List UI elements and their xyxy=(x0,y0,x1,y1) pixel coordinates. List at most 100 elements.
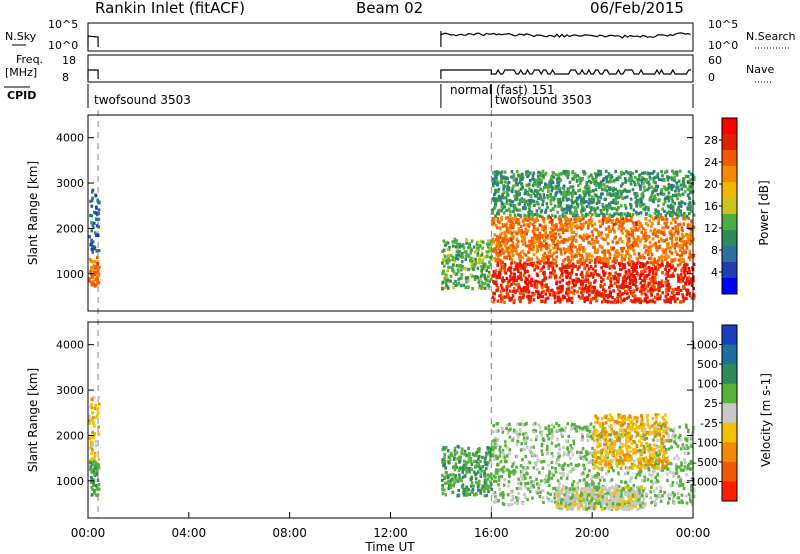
echo-cell xyxy=(588,179,591,183)
echo-cell xyxy=(520,442,523,446)
echo-cell xyxy=(631,171,635,176)
echo-cell xyxy=(88,257,92,261)
echo-cell xyxy=(536,260,539,264)
echo-cell xyxy=(491,447,495,451)
echo-cell xyxy=(645,274,649,278)
echo-cell xyxy=(541,189,545,193)
echo-cell xyxy=(636,244,640,248)
echo-cell xyxy=(673,440,676,444)
echo-cell xyxy=(583,208,587,212)
echo-cell xyxy=(627,274,630,278)
echo-cell xyxy=(571,177,574,181)
echo-cell xyxy=(688,187,692,191)
echo-cell xyxy=(604,293,608,298)
echo-cell xyxy=(673,175,676,179)
echo-cell xyxy=(572,466,576,471)
echo-cell xyxy=(643,268,646,272)
echo-cell xyxy=(514,180,518,184)
echo-cell xyxy=(530,283,533,288)
echo-cell xyxy=(519,258,522,262)
echo-cell xyxy=(625,289,628,293)
echo-cell xyxy=(470,239,474,243)
echo-cell xyxy=(453,456,456,460)
echo-cell xyxy=(535,454,539,458)
echo-cell xyxy=(616,299,620,304)
echo-cell xyxy=(527,210,530,214)
echo-cell xyxy=(454,451,457,455)
echo-cell xyxy=(496,462,500,466)
echo-cell xyxy=(659,489,662,493)
echo-cell xyxy=(496,438,500,442)
echo-cell xyxy=(545,202,549,206)
echo-cell xyxy=(684,460,687,465)
echo-cell xyxy=(456,479,460,483)
echo-cell xyxy=(549,248,552,252)
echo-cell xyxy=(555,225,558,229)
echo-cell xyxy=(512,178,516,182)
echo-cell xyxy=(548,262,552,266)
echo-cell xyxy=(529,486,533,490)
echo-cell xyxy=(450,266,454,270)
echo-cell xyxy=(588,284,592,288)
echo-cell xyxy=(578,225,582,230)
echo-cell xyxy=(470,266,473,270)
echo-cell xyxy=(523,422,527,427)
echo-cell xyxy=(590,195,594,199)
echo-cell xyxy=(587,240,591,244)
echo-cell xyxy=(503,300,506,305)
echo-cell xyxy=(667,246,671,250)
echo-cell xyxy=(493,292,497,296)
echo-cell xyxy=(549,275,553,279)
echo-cell xyxy=(468,470,471,474)
echo-cell xyxy=(670,251,674,255)
echo-cell xyxy=(660,230,663,234)
echo-cell xyxy=(570,227,573,231)
echo-cell xyxy=(552,198,556,202)
echo-cell xyxy=(656,172,660,176)
echo-cell xyxy=(599,293,603,298)
echo-cell xyxy=(504,249,507,253)
echo-cell xyxy=(462,459,466,463)
echo-cell xyxy=(97,402,101,406)
echo-cell xyxy=(488,273,491,277)
echo-cell xyxy=(91,260,94,264)
echo-cell xyxy=(495,251,499,255)
echo-cell xyxy=(540,267,544,271)
echo-cell xyxy=(523,492,526,497)
echo-cell xyxy=(587,289,591,293)
echo-cell xyxy=(584,274,588,279)
echo-cell xyxy=(532,422,535,427)
echo-cell xyxy=(523,252,526,256)
echo-cell xyxy=(486,477,490,481)
echo-cell xyxy=(446,449,450,453)
echo-cell xyxy=(451,255,455,259)
echo-cell xyxy=(443,475,447,479)
echo-cell xyxy=(566,172,570,176)
echo-cell xyxy=(563,269,567,274)
echo-cell xyxy=(615,431,618,435)
echo-cell xyxy=(480,253,484,257)
echo-cell xyxy=(585,270,589,274)
echo-cell xyxy=(584,234,587,238)
echo-cell xyxy=(510,200,514,204)
echo-cell xyxy=(589,458,592,463)
echo-cell xyxy=(519,271,523,275)
nsearch-tick-low: 10^0 xyxy=(708,39,738,52)
echo-cell xyxy=(546,479,550,483)
echo-cell xyxy=(497,245,501,250)
echo-cell xyxy=(523,199,527,203)
echo-cell xyxy=(667,288,671,292)
echo-cell xyxy=(569,243,572,247)
echo-cell xyxy=(589,207,593,211)
echo-cell xyxy=(541,244,545,248)
echo-cell xyxy=(513,469,516,473)
echo-cell xyxy=(618,285,622,289)
echo-cell xyxy=(565,275,569,279)
echo-cell xyxy=(670,210,674,214)
echo-cell xyxy=(595,228,598,232)
echo-cell xyxy=(627,272,631,276)
echo-cell xyxy=(614,281,617,285)
echo-cell xyxy=(524,188,527,193)
echo-cell xyxy=(556,228,560,232)
echo-cell xyxy=(562,464,565,468)
